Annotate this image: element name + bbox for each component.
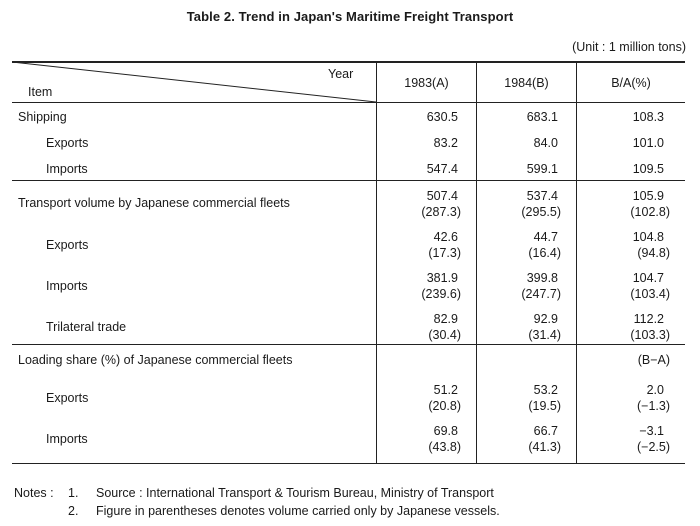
value-1984: 66.7 xyxy=(533,424,558,438)
value-1983-japanese-vessels: (239.6) xyxy=(421,287,461,301)
value-1983: 381.9 xyxy=(426,271,458,285)
value-ratio: −3.1 xyxy=(639,424,664,438)
row-label: Imports xyxy=(46,432,88,446)
section-divider-2 xyxy=(12,344,685,345)
note-text: Source : International Transport & Touri… xyxy=(96,486,494,500)
value-1984-japanese-vessels: (19.5) xyxy=(528,399,561,413)
value-1983: 83.2 xyxy=(433,136,458,150)
column-divider-2 xyxy=(476,62,477,464)
note-number: 1. xyxy=(68,486,79,500)
row-label: Shipping xyxy=(18,110,67,124)
row-label: Imports xyxy=(46,279,88,293)
note-text: Figure in parentheses denotes volume car… xyxy=(96,504,500,518)
row-label: Exports xyxy=(46,391,89,405)
header-diagonal-line xyxy=(12,62,376,102)
table-title: Table 2. Trend in Japan's Maritime Freig… xyxy=(186,9,514,24)
value-1984: 537.4 xyxy=(526,189,558,203)
header-year-label: Year xyxy=(328,67,354,81)
value-1983: 82.9 xyxy=(433,312,458,326)
value-1983-japanese-vessels: (17.3) xyxy=(428,246,461,260)
row-label: Trilateral trade xyxy=(46,320,127,334)
value-ratio: 108.3 xyxy=(632,110,664,124)
value-1983: 547.4 xyxy=(426,162,458,176)
notes-label: Notes : xyxy=(14,486,54,500)
value-1984: 53.2 xyxy=(533,383,558,397)
header-1984: 1984(B) xyxy=(504,76,549,90)
value-ratio-japanese-vessels: (103.3) xyxy=(630,328,670,342)
value-1984: 683.1 xyxy=(526,110,558,124)
row-label: Loading share (%) of Japanese commercial… xyxy=(18,353,293,367)
row-label: Exports xyxy=(46,136,89,150)
note-number: 2. xyxy=(68,504,79,518)
value-ratio-japanese-vessels: (103.4) xyxy=(630,287,670,301)
value-ratio: 104.7 xyxy=(632,271,664,285)
value-1984-japanese-vessels: (247.7) xyxy=(521,287,561,301)
value-ratio: 109.5 xyxy=(632,162,664,176)
header-ratio: B/A(%) xyxy=(611,76,651,90)
section-divider-1 xyxy=(12,180,685,181)
row-label: Exports xyxy=(46,238,89,252)
value-ratio-japanese-vessels: (94.8) xyxy=(637,246,670,260)
value-1984: 92.9 xyxy=(533,312,558,326)
table-bottom-border xyxy=(12,463,685,464)
value-ratio-japanese-vessels: (102.8) xyxy=(630,205,670,219)
value-1983-japanese-vessels: (20.8) xyxy=(428,399,461,413)
value-1984-japanese-vessels: (41.3) xyxy=(528,440,561,454)
value-ratio: 104.8 xyxy=(632,230,664,244)
header-item-label: Item xyxy=(28,85,53,99)
value-ratio: 2.0 xyxy=(646,383,664,397)
value-1984: 399.8 xyxy=(526,271,558,285)
unit-label: (Unit : 1 million tons) xyxy=(572,40,686,54)
value-1983: 51.2 xyxy=(433,383,458,397)
value-1983: 507.4 xyxy=(426,189,458,203)
value-ratio: 112.2 xyxy=(633,312,664,326)
column-divider-3 xyxy=(576,62,577,464)
value-1984: 44.7 xyxy=(533,230,558,244)
value-1984: 84.0 xyxy=(533,136,558,150)
value-ratio: 105.9 xyxy=(632,189,664,203)
value-1983-japanese-vessels: (287.3) xyxy=(421,205,461,219)
value-ratio: (B−A) xyxy=(637,353,670,367)
value-1984: 599.1 xyxy=(526,162,558,176)
value-1983: 42.6 xyxy=(433,230,458,244)
value-ratio-japanese-vessels: (−1.3) xyxy=(636,399,670,413)
value-1983: 69.8 xyxy=(433,424,458,438)
value-1984-japanese-vessels: (295.5) xyxy=(521,205,561,219)
header-1983: 1983(A) xyxy=(404,76,449,90)
value-1983-japanese-vessels: (43.8) xyxy=(428,440,461,454)
header-bottom-rule xyxy=(12,102,685,103)
value-ratio: 101.0 xyxy=(632,136,664,150)
value-1984-japanese-vessels: (31.4) xyxy=(528,328,561,342)
value-ratio-japanese-vessels: (−2.5) xyxy=(636,440,670,454)
row-label: Imports xyxy=(46,162,88,176)
value-1983-japanese-vessels: (30.4) xyxy=(428,328,461,342)
value-1983: 630.5 xyxy=(426,110,458,124)
value-1984-japanese-vessels: (16.4) xyxy=(528,246,561,260)
column-divider-1 xyxy=(376,62,377,464)
table-top-border xyxy=(12,61,685,63)
row-label: Transport volume by Japanese commercial … xyxy=(18,196,290,210)
